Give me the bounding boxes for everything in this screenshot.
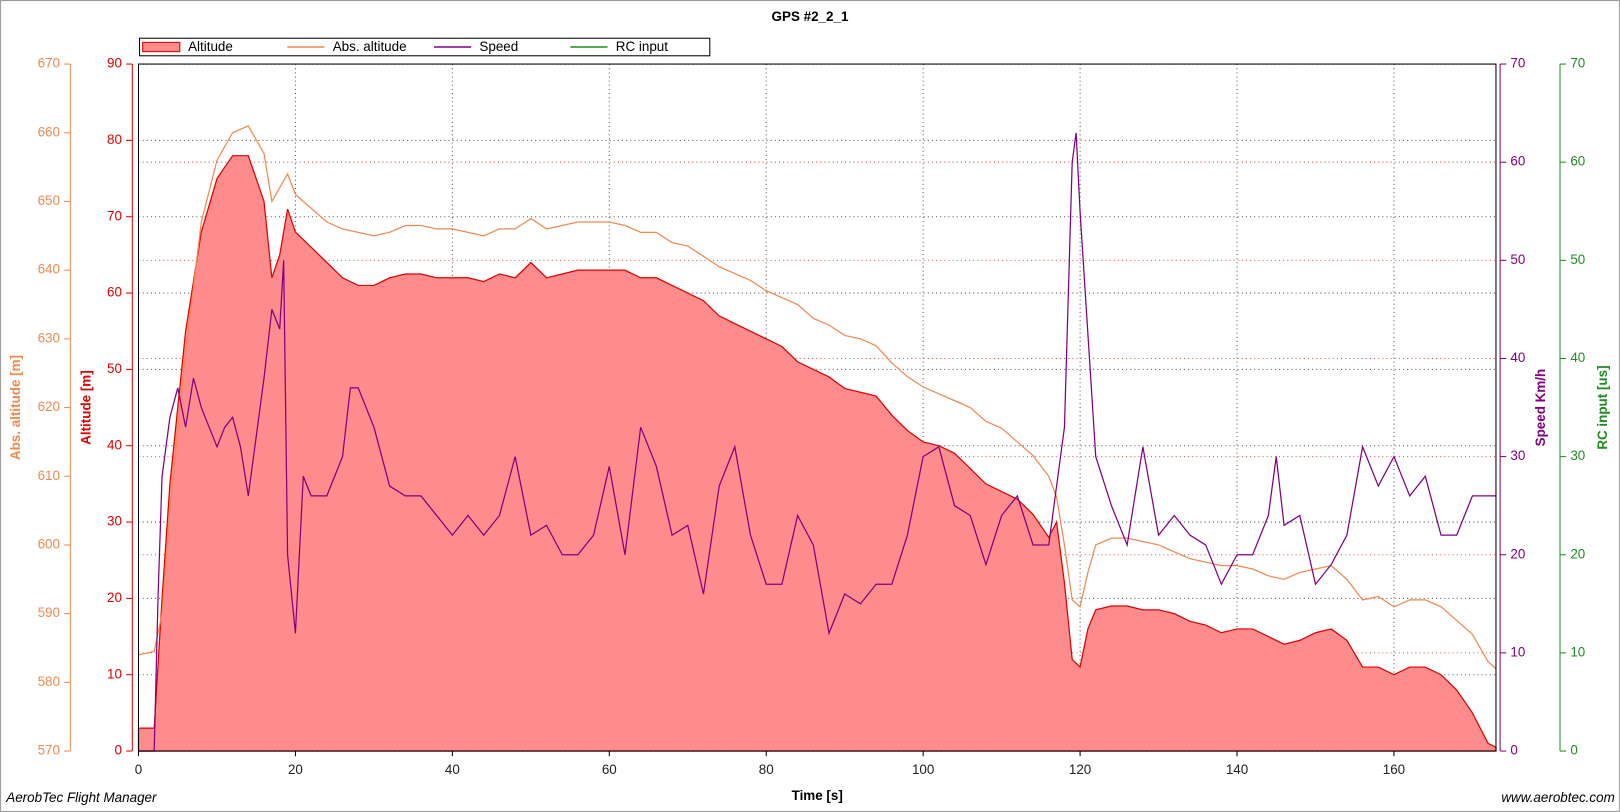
y-tick-label: 70: [107, 208, 122, 223]
y-tick-label: 620: [38, 399, 60, 414]
y-tick-label: 70: [1510, 56, 1525, 71]
x-tick-label: 100: [912, 762, 934, 777]
y-tick-label: 60: [1510, 154, 1525, 169]
y-axis-label: Altitude [m]: [78, 370, 93, 445]
legend-label: RC input: [616, 39, 668, 54]
y-tick-label: 10: [1570, 644, 1585, 659]
y-tick-label: 10: [107, 666, 122, 681]
y-tick-label: 600: [38, 536, 60, 551]
y-tick-label: 0: [115, 743, 122, 758]
y-tick-label: 40: [107, 437, 122, 452]
y-tick-label: 40: [1510, 350, 1525, 365]
area: [137, 155, 1497, 752]
x-tick-label: 40: [445, 762, 460, 777]
legend-label: Altitude: [188, 39, 233, 54]
y-tick-label: 660: [38, 124, 60, 139]
footer-right: www.aerobtec.com: [1501, 790, 1614, 805]
y-tick-label: 60: [1570, 154, 1585, 169]
y-tick-label: 30: [107, 514, 122, 529]
y-tick-label: 20: [107, 590, 122, 605]
y-tick-label: 0: [1510, 743, 1517, 758]
x-tick-label: 160: [1383, 762, 1405, 777]
y-tick-label: 650: [38, 193, 60, 208]
y-tick-label: 30: [1570, 448, 1585, 463]
legend-swatch: [142, 41, 181, 53]
y-axis-label: Abs. altitude [m]: [8, 355, 23, 460]
y-tick-label: 590: [38, 605, 60, 620]
y-tick-label: 20: [1510, 546, 1525, 561]
legend: [139, 37, 711, 57]
y-tick-label: 670: [38, 56, 60, 71]
y-tick-label: 580: [38, 674, 60, 689]
y-tick-label: 40: [1570, 350, 1585, 365]
y-tick-label: 640: [38, 262, 60, 277]
x-axis-label: Time [s]: [792, 788, 843, 803]
y-tick-label: 630: [38, 330, 60, 345]
x-tick-label: 120: [1069, 762, 1091, 777]
x-tick-label: 60: [602, 762, 617, 777]
y-tick-label: 80: [107, 132, 122, 147]
y-tick-label: 570: [38, 743, 60, 758]
y-axis-label: RC input [us]: [1595, 365, 1610, 449]
y-tick-label: 50: [1570, 252, 1585, 267]
plot-frame: [137, 63, 1497, 752]
y-tick-label: 20: [1570, 546, 1585, 561]
line: [138, 125, 1497, 670]
y-tick-label: 610: [38, 468, 60, 483]
line: [138, 132, 1496, 752]
y-tick-label: 30: [1510, 448, 1525, 463]
legend-label: Speed: [479, 39, 518, 54]
y-tick-label: 70: [1570, 56, 1585, 71]
y-tick-label: 90: [107, 56, 122, 71]
x-tick-label: 80: [759, 762, 774, 777]
y-tick-label: 50: [107, 361, 122, 376]
x-tick-label: 140: [1226, 762, 1248, 777]
x-tick-label: 20: [288, 762, 303, 777]
y-tick-label: 10: [1510, 644, 1525, 659]
y-tick-label: 0: [1570, 743, 1577, 758]
y-tick-label: 50: [1510, 252, 1525, 267]
y-tick-label: 60: [107, 285, 122, 300]
x-tick-label: 0: [135, 762, 142, 777]
y-axis-label: Speed Km/h: [1533, 369, 1548, 447]
chart-title: GPS #2_2_1: [772, 9, 849, 24]
footer-left: AerobTec Flight Manager: [5, 790, 157, 805]
legend-label: Abs. altitude: [333, 39, 407, 54]
